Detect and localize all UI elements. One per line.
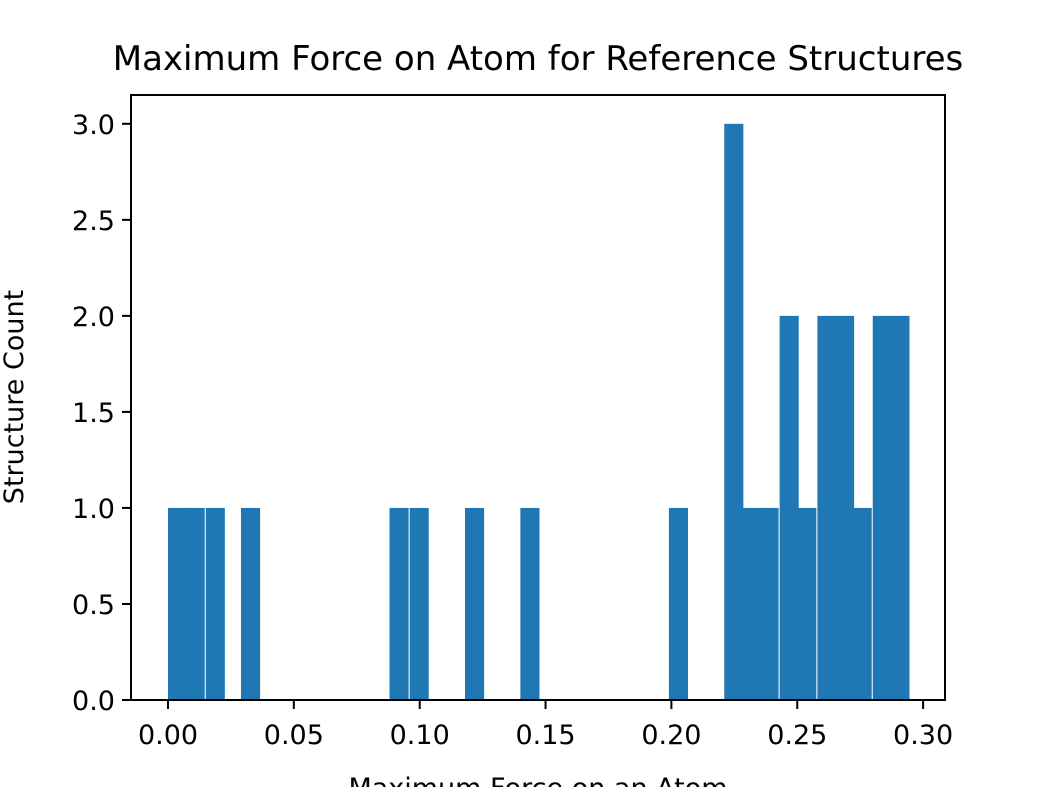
- histogram-bar-14: [817, 315, 837, 700]
- histogram-bar-17: [872, 315, 892, 700]
- histogram-bar-13: [797, 507, 817, 700]
- histogram-bar-5: [409, 507, 429, 700]
- y-axis: 0.0 0.5 1.0 1.5 2.0 2.5 3.0: [72, 110, 131, 717]
- histogram-bar-0: [168, 507, 188, 700]
- y-tick-label: 3.0: [72, 110, 115, 141]
- x-tick-label: 0.20: [641, 720, 701, 751]
- x-axis-label: Maximum Force on an Atom: [348, 773, 727, 787]
- x-tick-label: 0.15: [515, 720, 575, 751]
- histogram-bar-2: [205, 507, 225, 700]
- histogram-bar-4: [389, 507, 409, 700]
- y-axis-label: Structure Count: [0, 290, 30, 504]
- histogram-bar-11: [759, 507, 779, 700]
- y-tick-label: 2.0: [72, 302, 115, 333]
- histogram-bar-10: [741, 507, 761, 700]
- x-tick-label: 0.00: [138, 720, 198, 751]
- chart-title: Maximum Force on Atom for Reference Stru…: [113, 39, 963, 79]
- x-tick-label: 0.25: [767, 720, 827, 751]
- histogram-bar-1: [185, 507, 205, 700]
- histogram-bar-8: [668, 507, 688, 700]
- x-tick-label: 0.05: [264, 720, 324, 751]
- x-tick-label: 0.30: [893, 720, 953, 751]
- histogram-bar-16: [852, 507, 872, 700]
- y-tick-label: 1.0: [72, 494, 115, 525]
- histogram-bar-15: [835, 315, 855, 700]
- y-tick-label: 0.0: [72, 686, 115, 717]
- histogram-bar-6: [465, 507, 485, 700]
- y-tick-label: 0.5: [72, 590, 115, 621]
- histogram-bar-12: [779, 315, 799, 700]
- x-axis: 0.00 0.05 0.10 0.15 0.20 0.25 0.30: [138, 700, 953, 751]
- y-tick-label: 2.5: [72, 206, 115, 237]
- y-tick-label: 1.5: [72, 398, 115, 429]
- histogram-bar-9: [724, 123, 744, 700]
- bars-group: [168, 123, 910, 700]
- plot-frame: [130, 94, 946, 701]
- x-tick-label: 0.10: [390, 720, 450, 751]
- histogram-bar-18: [890, 315, 910, 700]
- histogram-bar-3: [240, 507, 261, 700]
- histogram-bar-7: [520, 507, 540, 700]
